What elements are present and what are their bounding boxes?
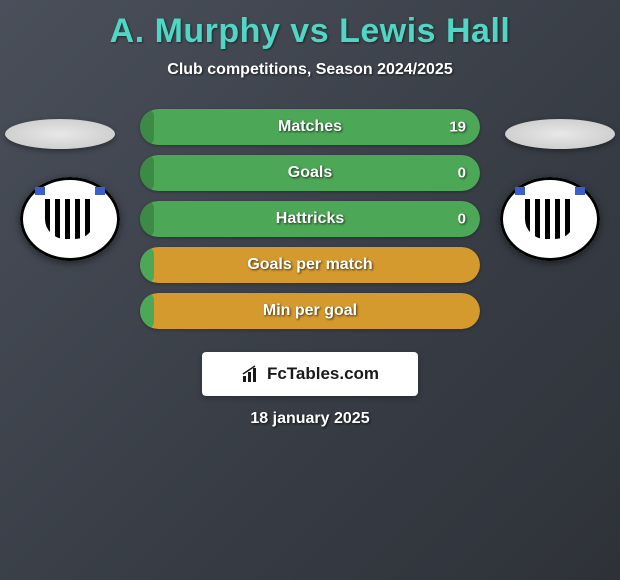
player-right-club-badge xyxy=(500,177,600,261)
site-logo[interactable]: FcTables.com xyxy=(202,352,418,396)
chart-icon xyxy=(241,364,261,384)
logo-text: FcTables.com xyxy=(267,364,379,384)
stat-bar-fill xyxy=(140,293,154,329)
stat-label: Goals xyxy=(288,164,332,182)
stat-bar-fill xyxy=(140,155,154,191)
stat-row: Min per goal xyxy=(140,293,480,329)
newcastle-stripes-icon xyxy=(45,199,95,239)
stat-label: Goals per match xyxy=(247,256,372,274)
stat-value-right: 19 xyxy=(449,119,466,136)
player-left-avatar-placeholder xyxy=(5,119,115,149)
stat-label: Min per goal xyxy=(263,302,357,320)
newcastle-stripes-icon xyxy=(525,199,575,239)
stat-value-right: 0 xyxy=(458,211,466,228)
page-title: A. Murphy vs Lewis Hall xyxy=(0,0,620,51)
stat-value-right: 0 xyxy=(458,165,466,182)
player-left-club-badge xyxy=(20,177,120,261)
comparison-area: Matches 19 Goals 0 Hattricks 0 Goals per match… xyxy=(0,109,620,339)
stat-bar-fill xyxy=(140,109,154,145)
date-label: 18 january 2025 xyxy=(250,410,369,428)
stats-container: Matches 19 Goals 0 Hattricks 0 Goals per match… xyxy=(140,109,480,339)
stat-row: Hattricks 0 xyxy=(140,201,480,237)
stat-row: Matches 19 xyxy=(140,109,480,145)
stat-row: Goals 0 xyxy=(140,155,480,191)
subtitle: Club competitions, Season 2024/2025 xyxy=(0,61,620,79)
stat-bar-fill xyxy=(140,201,154,237)
stat-row: Goals per match xyxy=(140,247,480,283)
stat-bar-fill xyxy=(140,247,154,283)
stat-label: Matches xyxy=(278,118,342,136)
stat-label: Hattricks xyxy=(276,210,344,228)
player-right-avatar-placeholder xyxy=(505,119,615,149)
